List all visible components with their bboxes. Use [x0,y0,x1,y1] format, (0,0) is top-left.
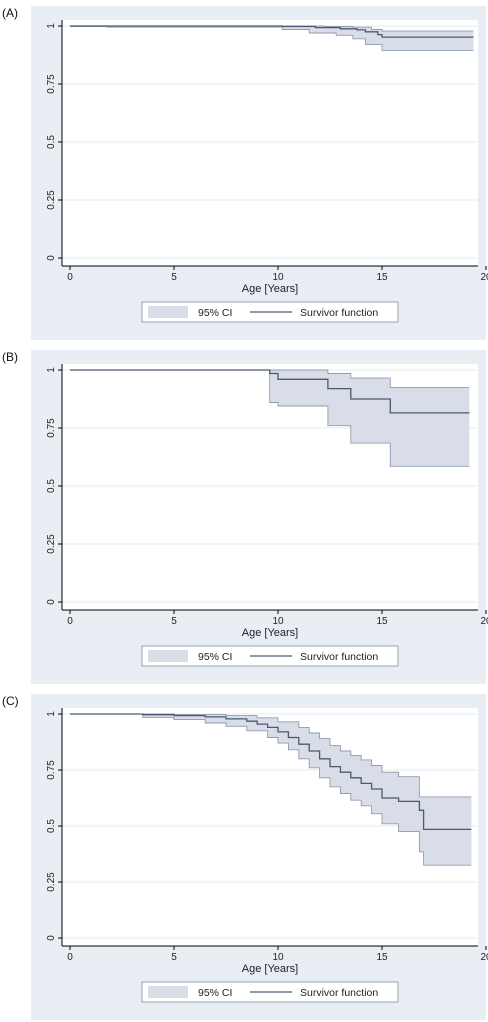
legend-ci-label: 95% CI [198,307,232,319]
legend-survivor-label: Survivor function [300,651,378,663]
panel-c-label: (C) [2,694,19,708]
panel-a-chart: 00.250.50.75105101520Age [Years]95% CISu… [46,20,488,323]
y-tick-label: 1 [46,711,57,717]
x-tick-label: 5 [171,616,177,627]
y-tick-label: 0.75 [46,74,57,94]
panel-b-label: (B) [2,350,18,364]
x-tick-label: 5 [171,272,177,283]
y-tick-label: 0.25 [46,534,57,554]
y-tick-label: 0 [46,255,57,261]
x-tick-label: 5 [171,952,177,963]
panel-c: (C) 00.250.50.75105101520Age [Years]95% … [0,694,488,1020]
x-tick-label: 15 [376,952,388,963]
x-tick-label: 10 [272,616,284,627]
y-tick-label: 0.5 [46,819,57,833]
panel-c-chart: 00.250.50.75105101520Age [Years]95% CISu… [46,708,488,1003]
x-tick-label: 15 [376,272,388,283]
y-tick-label: 0 [46,599,57,605]
legend-ci-swatch [148,306,188,318]
panel-a-label: (A) [2,6,18,20]
y-tick-label: 0.5 [46,135,57,149]
ci-lower-line [70,26,474,51]
legend-ci-swatch [148,986,188,998]
ci-upper-line [70,25,474,32]
ci-band [70,370,470,467]
x-tick-label: 0 [67,616,73,627]
legend-ci-label: 95% CI [198,651,232,663]
y-tick-label: 0.25 [46,872,57,892]
panel-b: (B) 00.250.50.75105101520Age [Years]95% … [0,350,488,684]
x-axis-title: Age [Years] [242,963,298,975]
survivor-function-line [70,713,472,831]
panel-b-chart: 00.250.50.75105101520Age [Years]95% CISu… [46,364,488,667]
ci-lower-line [70,713,472,866]
x-tick-label: 0 [67,952,73,963]
x-tick-label: 20 [480,952,488,963]
survivor-function-line [70,25,474,38]
ci-band [70,714,472,866]
y-tick-label: 0.5 [46,479,57,493]
y-tick-label: 1 [46,367,57,373]
x-tick-label: 10 [272,272,284,283]
x-tick-label: 10 [272,952,284,963]
legend-survivor-label: Survivor function [300,987,378,999]
x-axis-title: Age [Years] [242,627,298,639]
x-tick-label: 20 [480,272,488,283]
plot-area [62,20,478,266]
legend-ci-swatch [148,650,188,662]
legend-ci-label: 95% CI [198,987,232,999]
ci-lower-line [70,369,470,467]
survivor-function-line [70,369,470,414]
y-tick-label: 1 [46,23,57,29]
y-tick-label: 0.75 [46,418,57,438]
y-tick-label: 0.25 [46,190,57,210]
x-tick-label: 15 [376,616,388,627]
ci-upper-line [70,369,470,388]
x-tick-label: 20 [480,616,488,627]
y-tick-label: 0.75 [46,760,57,780]
x-tick-label: 0 [67,272,73,283]
x-axis-title: Age [Years] [242,283,298,295]
ci-upper-line [70,713,472,798]
panel-a: (A) 00.250.50.75105101520Age [Years]95% … [0,6,488,340]
y-tick-label: 0 [46,935,57,941]
legend-survivor-label: Survivor function [300,307,378,319]
